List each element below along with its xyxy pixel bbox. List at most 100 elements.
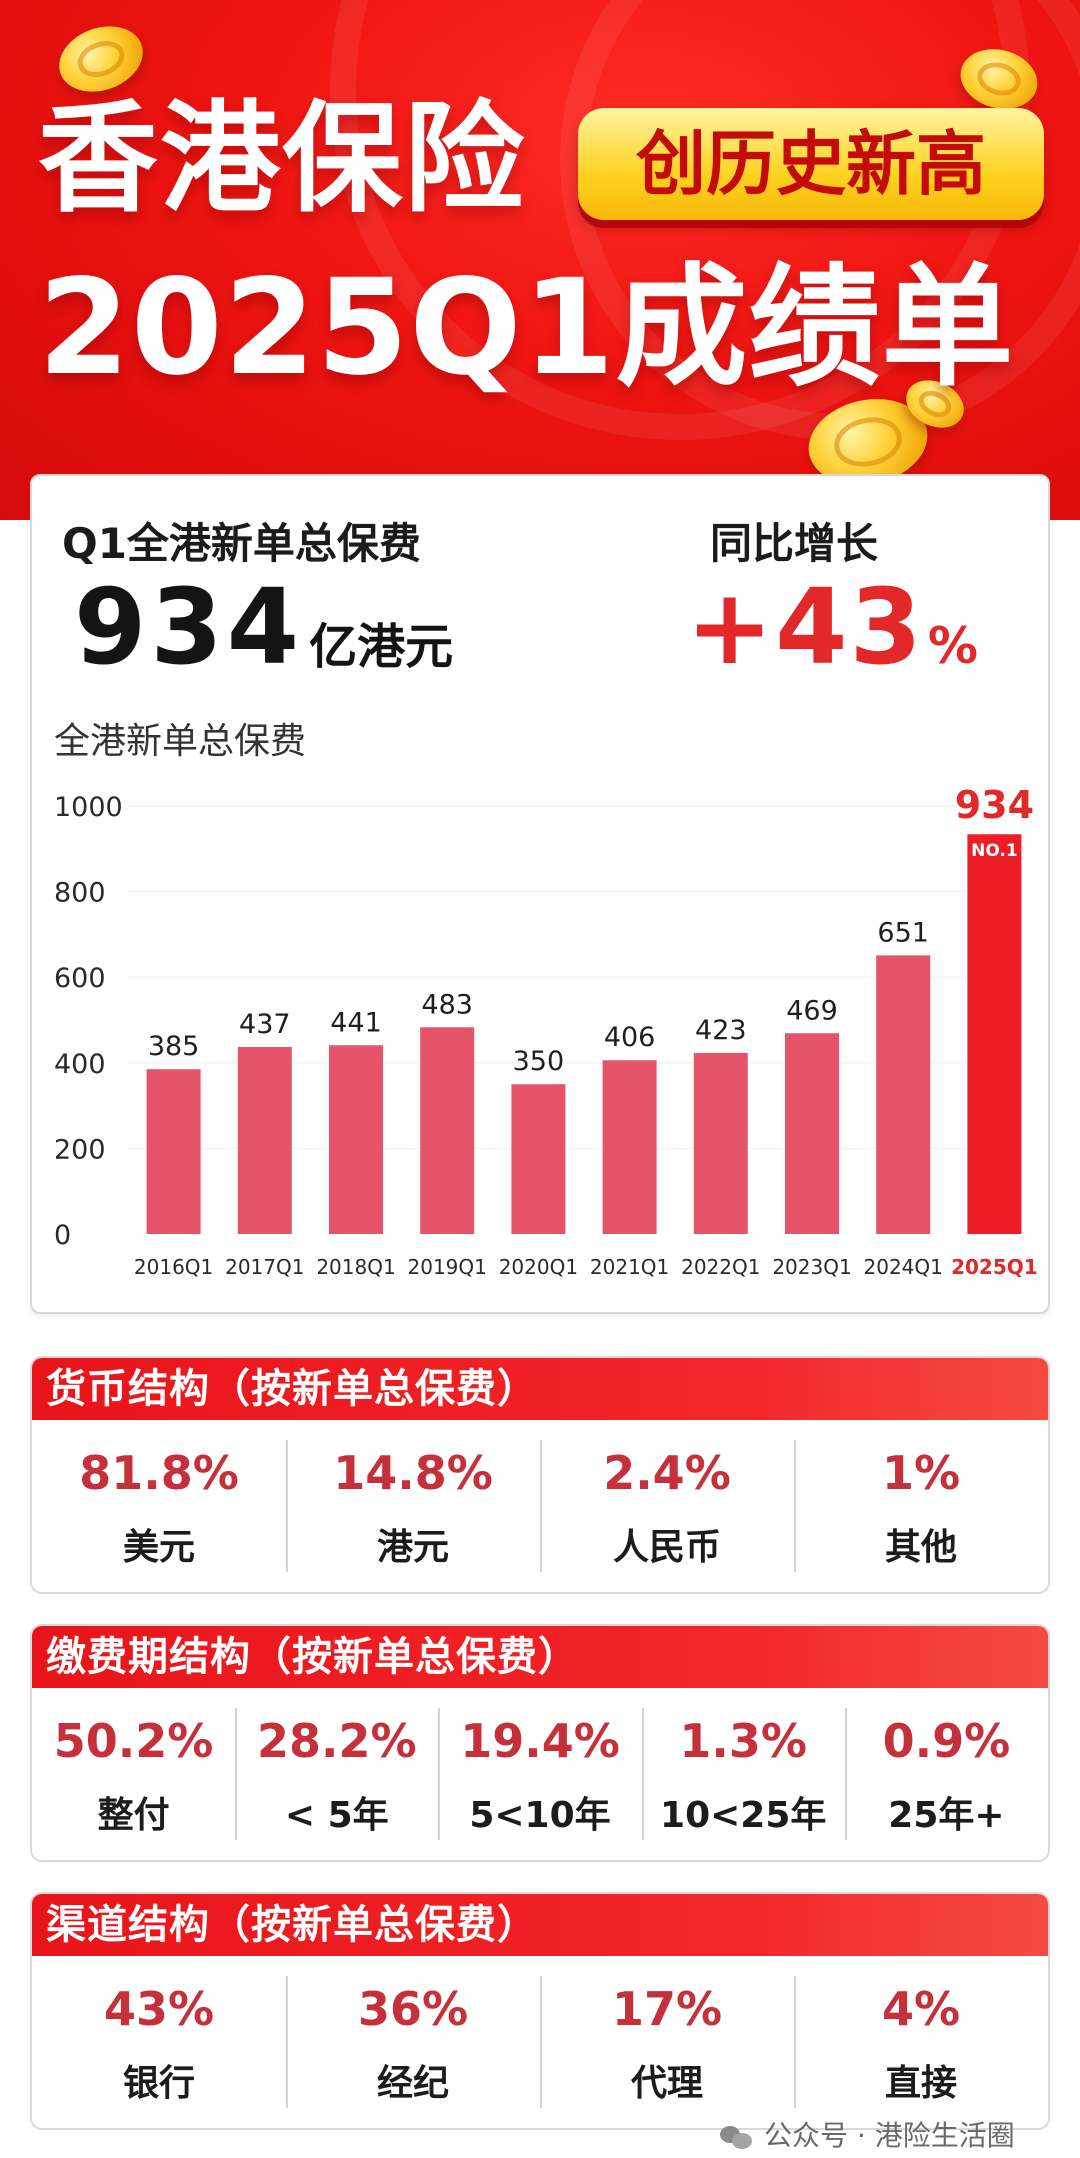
x-tick-label: 2023Q1 xyxy=(772,1255,851,1279)
watermark: 公众号 · 港险生活圈 xyxy=(720,2114,1015,2154)
x-tick-label: 2019Q1 xyxy=(408,1255,487,1279)
stat-percent: 81.8% xyxy=(79,1446,239,1500)
stat-label: 代理 xyxy=(630,2063,703,2104)
chart-title: 全港新单总保费 xyxy=(54,721,307,762)
x-tick-label: 2022Q1 xyxy=(681,1255,760,1279)
total-premium-unit: 亿港元 xyxy=(309,619,454,675)
section-header: 渠道结构（按新单总保费） xyxy=(32,1894,1048,1956)
stat-percent: 1% xyxy=(881,1446,961,1500)
stat-cell-usd: 81.8% 美元 xyxy=(32,1436,286,1576)
payment-term-structure-section: 缴费期结构（按新单总保费） 50.2% 整付 28.2% < 5年 19.4% … xyxy=(30,1624,1050,1862)
stat-cell-bank: 43% 银行 xyxy=(32,1972,286,2112)
bar-value-label: 437 xyxy=(239,1009,291,1040)
bar xyxy=(511,1084,566,1234)
stat-cell-single-pay: 50.2% 整付 xyxy=(32,1704,235,1844)
stat-cell-direct: 4% 直接 xyxy=(794,1972,1048,2112)
growth-label: 同比增长 xyxy=(710,519,879,568)
x-tick-label: 2024Q1 xyxy=(864,1255,943,1279)
total-premium-number: 934 xyxy=(74,566,304,688)
bar-value-label: 385 xyxy=(148,1031,200,1062)
stat-percent: 4% xyxy=(881,1982,961,2036)
section-body: 50.2% 整付 28.2% < 5年 19.4% 5<10年 1.3% 10<… xyxy=(32,1688,1048,1860)
stat-percent: 2.4% xyxy=(603,1446,731,1500)
growth-unit: % xyxy=(927,617,978,675)
section-title: 缴费期结构（按新单总保费） xyxy=(46,1634,579,1680)
growth-value: +43% xyxy=(686,566,978,688)
stat-cell-10-25y: 1.3% 10<25年 xyxy=(641,1704,845,1844)
stat-label: 5<10年 xyxy=(469,1795,611,1836)
bar-value-label: 651 xyxy=(877,917,929,948)
y-tick-label: 1000 xyxy=(54,792,123,823)
stat-label: 银行 xyxy=(122,2063,195,2104)
x-tick-label: 2017Q1 xyxy=(225,1255,304,1279)
record-high-badge: 创历史新高 xyxy=(578,108,1044,220)
bar xyxy=(146,1069,201,1234)
section-header: 缴费期结构（按新单总保费） xyxy=(32,1626,1048,1688)
bar xyxy=(785,1033,839,1234)
x-tick-label: 2016Q1 xyxy=(134,1255,213,1279)
stat-percent: 17% xyxy=(611,1982,723,2036)
total-premium-label: Q1全港新单总保费 xyxy=(62,519,421,568)
bar-value-label: 406 xyxy=(604,1022,656,1053)
stat-label: 美元 xyxy=(122,1527,195,1568)
x-tick-label: 2020Q1 xyxy=(499,1255,578,1279)
bar-value-label: 441 xyxy=(330,1007,382,1038)
stat-percent: 19.4% xyxy=(460,1714,620,1768)
bar-value-label: 350 xyxy=(513,1046,565,1077)
bar-value-label: 423 xyxy=(695,1015,747,1046)
stat-cell-25y-plus: 0.9% 25年+ xyxy=(844,1704,1048,1844)
header-banner: 香港保险 创历史新高 2025Q1成绩单 xyxy=(0,0,1080,520)
page-subtitle: 2025Q1成绩单 xyxy=(38,251,1015,405)
stat-percent: 50.2% xyxy=(53,1714,214,1768)
stat-cell-broker: 36% 经纪 xyxy=(286,1972,540,2112)
y-tick-label: 800 xyxy=(54,878,106,909)
stat-cell-agent: 17% 代理 xyxy=(540,1972,794,2112)
bar xyxy=(693,1052,748,1234)
stat-cell-rmb: 2.4% 人民币 xyxy=(540,1436,794,1576)
y-tick-label: 600 xyxy=(54,963,106,994)
stat-percent: 28.2% xyxy=(257,1714,417,1768)
bar-highlight xyxy=(967,834,1022,1234)
stat-percent: 14.8% xyxy=(333,1446,493,1500)
bar xyxy=(602,1060,657,1234)
stat-label: 整付 xyxy=(97,1795,170,1836)
total-premium-value: 934 亿港元 xyxy=(74,566,453,688)
section-title: 货币结构（按新单总保费） xyxy=(46,1366,538,1412)
badge-text: 创历史新高 xyxy=(636,123,986,205)
stat-percent: 0.9% xyxy=(882,1714,1011,1768)
stat-label: 10<25年 xyxy=(660,1795,827,1836)
y-tick-label: 0 xyxy=(54,1220,71,1251)
stat-percent: 43% xyxy=(103,1982,215,2036)
stat-label: 港元 xyxy=(376,1527,449,1568)
stat-cell-5-10y: 19.4% 5<10年 xyxy=(438,1704,641,1844)
premium-chart-card: Q1全港新单总保费 同比增长 934 亿港元 +43% 全港新单总保费 0 200 4… xyxy=(30,474,1050,1314)
y-tick-label: 400 xyxy=(54,1049,106,1080)
bar xyxy=(420,1027,475,1234)
stat-cell-other: 1% 其他 xyxy=(794,1436,1048,1576)
stat-label: 25年+ xyxy=(888,1795,1005,1836)
section-body: 81.8% 美元 14.8% 港元 2.4% 人民币 1% 其他 xyxy=(32,1420,1048,1592)
rank-tag: NO.1 xyxy=(971,841,1018,861)
bar-value-label: 483 xyxy=(421,989,473,1020)
section-header: 货币结构（按新单总保费） xyxy=(32,1358,1048,1420)
bar xyxy=(329,1045,383,1234)
stat-label: 其他 xyxy=(884,1527,957,1568)
stat-percent: 1.3% xyxy=(679,1714,807,1768)
growth-number: +43 xyxy=(686,566,924,688)
bar xyxy=(876,955,931,1234)
section-body: 43% 银行 36% 经纪 17% 代理 4% 直接 xyxy=(32,1956,1048,2128)
section-title: 渠道结构（按新单总保费） xyxy=(46,1902,538,1948)
stat-percent: 36% xyxy=(357,1982,469,2036)
stat-cell-hkd: 14.8% 港元 xyxy=(286,1436,540,1576)
x-tick-label: 2018Q1 xyxy=(316,1255,395,1279)
channel-structure-section: 渠道结构（按新单总保费） 43% 银行 36% 经纪 17% 代理 4% 直接 xyxy=(30,1892,1050,2130)
watermark-text: 公众号 · 港险生活圈 xyxy=(764,2119,1015,2152)
bar-value-label: 934 xyxy=(955,783,1034,827)
bar-value-label: 469 xyxy=(786,995,838,1026)
stat-label: 人民币 xyxy=(612,1527,721,1568)
wechat-icon xyxy=(720,2124,754,2150)
x-tick-label: 2021Q1 xyxy=(590,1255,669,1279)
stat-label: 直接 xyxy=(884,2063,957,2104)
page-title: 香港保险 xyxy=(38,90,526,229)
premium-bar-chart: 0 200 400 600 800 1000 385 2016Q1 437 2017Q1 441 20… xyxy=(54,783,1038,1279)
